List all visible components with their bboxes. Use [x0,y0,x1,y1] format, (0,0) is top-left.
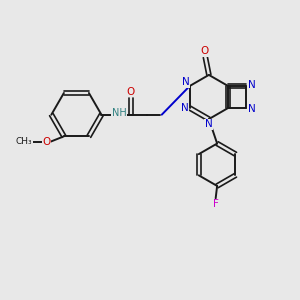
Text: N: N [248,103,255,114]
Text: N: N [181,103,189,113]
Text: N: N [205,119,213,129]
Text: O: O [127,87,135,97]
Text: O: O [201,46,209,56]
Text: N: N [182,77,190,87]
Text: O: O [42,136,50,147]
Text: CH₃: CH₃ [16,137,32,146]
Text: N: N [248,80,255,90]
Text: F: F [213,199,219,209]
Text: NH: NH [112,109,127,118]
